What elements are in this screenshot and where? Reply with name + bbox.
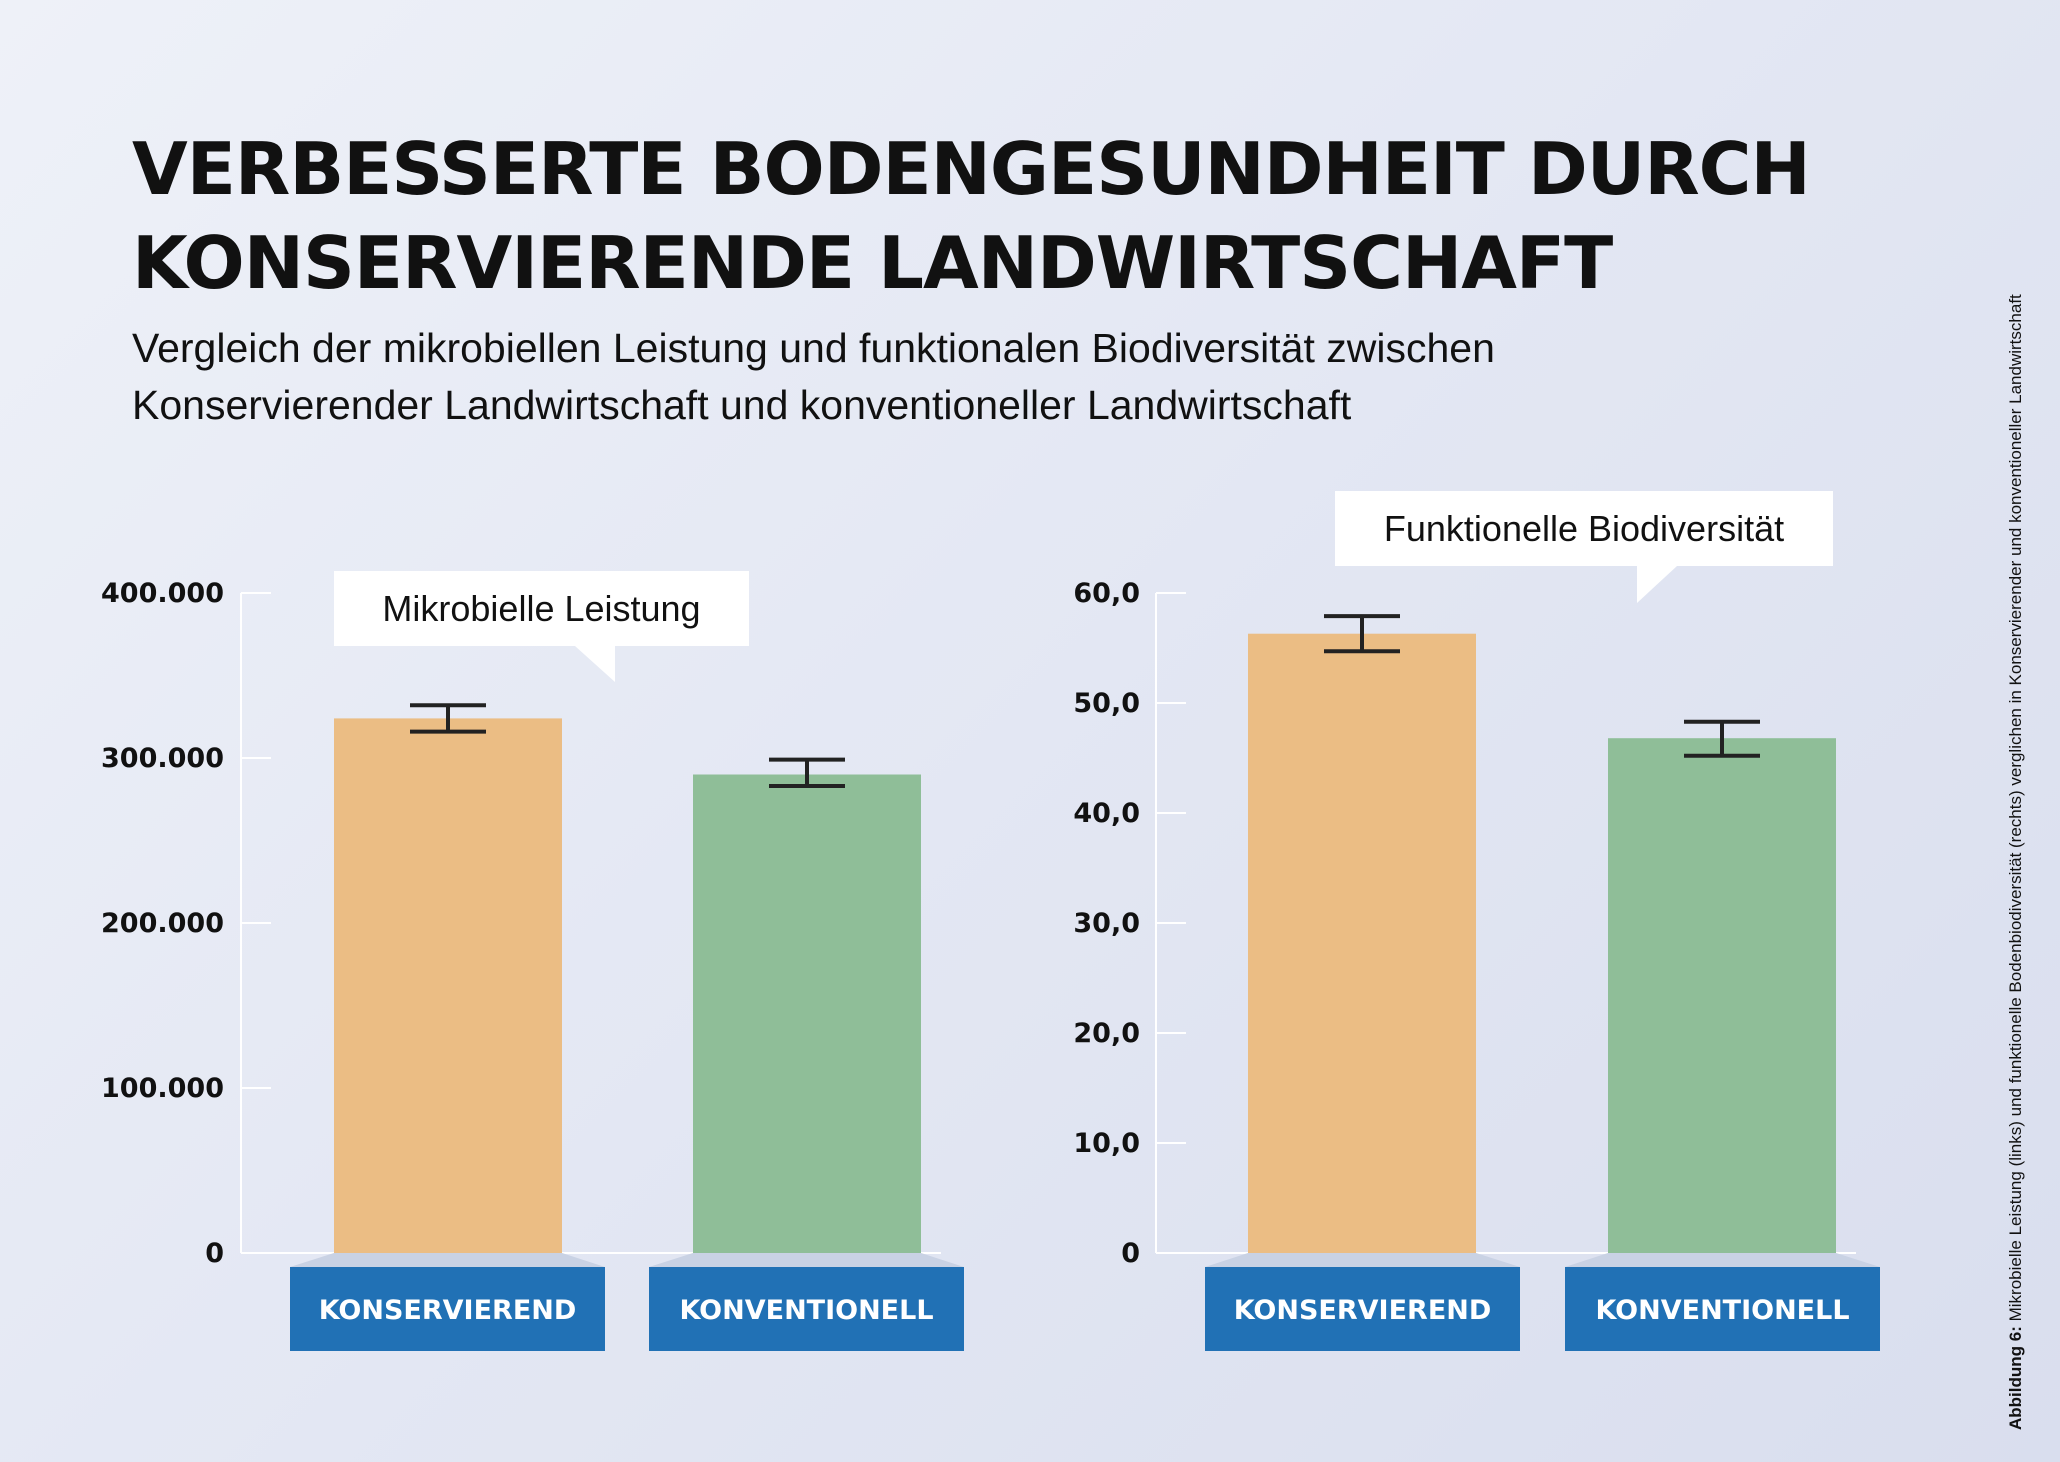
category-connector: [290, 1253, 605, 1267]
y-tick-label: 60,0: [1073, 578, 1140, 609]
chart-series-title: Funktionelle Biodiversität: [1384, 508, 1784, 549]
bar-konservierend: [1248, 633, 1476, 1253]
category-connector: [1205, 1253, 1520, 1267]
chart-title: VERBESSERTE BODENGESUNDHEIT DURCH KONSER…: [132, 122, 1892, 310]
chart-title-line-1: VERBESSERTE BODENGESUNDHEIT DURCH: [132, 127, 1811, 211]
y-tick-label: 50,0: [1073, 688, 1140, 719]
y-tick-label: 20,0: [1073, 1018, 1140, 1049]
figure-caption-text: Mikrobielle Leistung (links) und funktio…: [2006, 294, 2025, 1327]
category-box: [1565, 1267, 1880, 1351]
category-box: [290, 1267, 605, 1351]
category-connector: [649, 1253, 964, 1267]
y-tick-label: 10,0: [1073, 1128, 1140, 1159]
callout-box: [1335, 491, 1833, 603]
category-label: KONVENTIONELL: [1595, 1295, 1849, 1326]
chart-series-title: Mikrobielle Leistung: [382, 588, 700, 629]
category-box: [649, 1267, 964, 1351]
y-tick-label: 200.000: [101, 908, 224, 939]
y-tick-label: 100.000: [101, 1073, 224, 1104]
bar-konservierend: [334, 718, 562, 1253]
callout-box: [334, 571, 749, 682]
bar-konventionell: [1608, 738, 1836, 1253]
chart-title-line-2: KONSERVIERENDE LANDWIRTSCHAFT: [132, 221, 1613, 305]
category-label: KONVENTIONELL: [679, 1295, 933, 1326]
chart-1: 0 100.000 200.000 300.000 400.000 KONSERVIERE…: [101, 571, 964, 1351]
y-tick-label: 40,0: [1073, 798, 1140, 829]
y-tick-label: 0: [205, 1238, 224, 1269]
y-tick-label: 400.000: [101, 578, 224, 609]
bar-konventionell: [693, 774, 921, 1253]
y-tick-label: 30,0: [1073, 908, 1140, 939]
y-tick-label: 300.000: [101, 743, 224, 774]
chart-2: 0 10,0 20,0 30,0 40,0 50,0 60,0 KONSERVIEREND KO…: [1073, 491, 1880, 1351]
figure-caption-label: Abbildung 6:: [2006, 1326, 2025, 1430]
chart-subtitle-line-1: Vergleich der mikrobiellen Leistung und …: [132, 325, 1495, 371]
category-box: [1205, 1267, 1520, 1351]
figure-caption: Abbildung 6: Mikrobielle Leistung (links…: [2006, 294, 2026, 1430]
chart-subtitle-line-2: Konservierender Landwirtschaft und konve…: [132, 382, 1352, 428]
category-label: KONSERVIEREND: [319, 1295, 577, 1326]
chart-subtitle: Vergleich der mikrobiellen Leistung und …: [132, 320, 1892, 434]
category-label: KONSERVIEREND: [1234, 1295, 1492, 1326]
y-tick-label: 0: [1121, 1238, 1140, 1269]
category-connector: [1565, 1253, 1880, 1267]
